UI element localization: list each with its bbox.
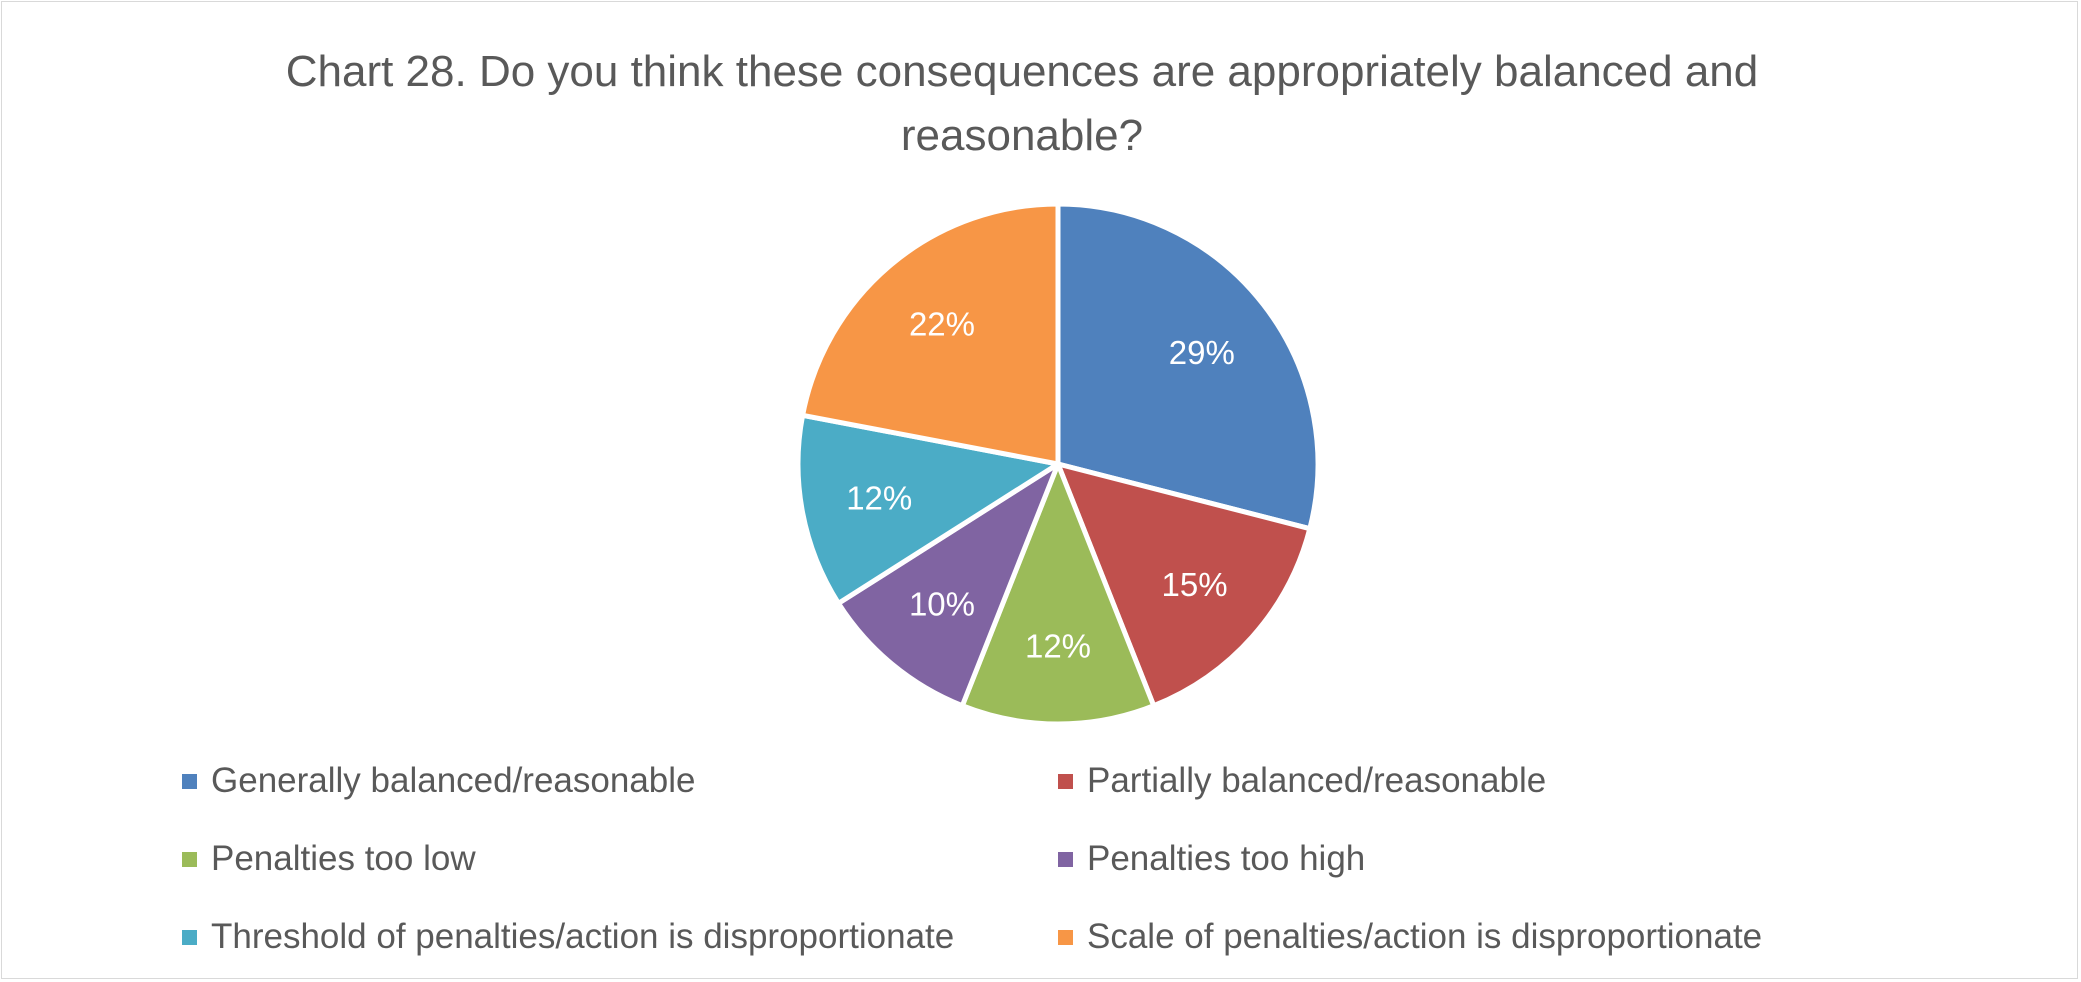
legend: Generally balanced/reasonable Partially b… [182,742,1882,976]
pie-slice-4 [795,412,1061,606]
legend-item-0: Generally balanced/reasonable [182,742,1058,820]
data-label-0: 29% [1169,334,1235,371]
legend-label-0: Generally balanced/reasonable [211,761,696,800]
pie-slice-5 [800,201,1061,467]
data-label-4: 12% [846,480,912,517]
legend-item-5: Scale of penalties/action is disproporti… [1058,898,1878,976]
chart-title: Chart 28. Do you think these consequence… [285,47,1759,160]
data-label-3: 10% [909,586,975,623]
legend-swatch-3 [1058,851,1073,867]
data-label-2: 12% [1025,628,1091,665]
legend-label-5: Scale of penalties/action is disproporti… [1087,917,1763,956]
pie-slice-0 [1055,201,1321,532]
legend-label-4: Threshold of penalties/action is disprop… [211,917,955,956]
legend-label-3: Penalties too high [1087,839,1366,878]
legend-swatch-5 [1058,929,1073,945]
legend-swatch-1 [1058,773,1073,789]
legend-item-2: Penalties too low [182,820,1058,898]
data-label-1: 15% [1161,566,1227,603]
legend-label-2: Penalties too low [211,839,476,878]
legend-item-1: Partially balanced/reasonable [1058,742,1878,820]
pie-slice-1 [1055,461,1313,709]
pie-slice-3 [835,461,1061,709]
legend-label-1: Partially balanced/reasonable [1087,761,1547,800]
legend-swatch-2 [182,851,197,867]
pie-slice-2 [959,461,1157,727]
legend-swatch-0 [182,773,197,789]
legend-item-4: Threshold of penalties/action is disprop… [182,898,1058,976]
pie-chart: 29% 15% 12% 10% 12% 22% [795,201,1321,727]
legend-item-3: Penalties too high [1058,820,1878,898]
legend-swatch-4 [182,929,197,945]
data-label-5: 22% [909,305,975,342]
